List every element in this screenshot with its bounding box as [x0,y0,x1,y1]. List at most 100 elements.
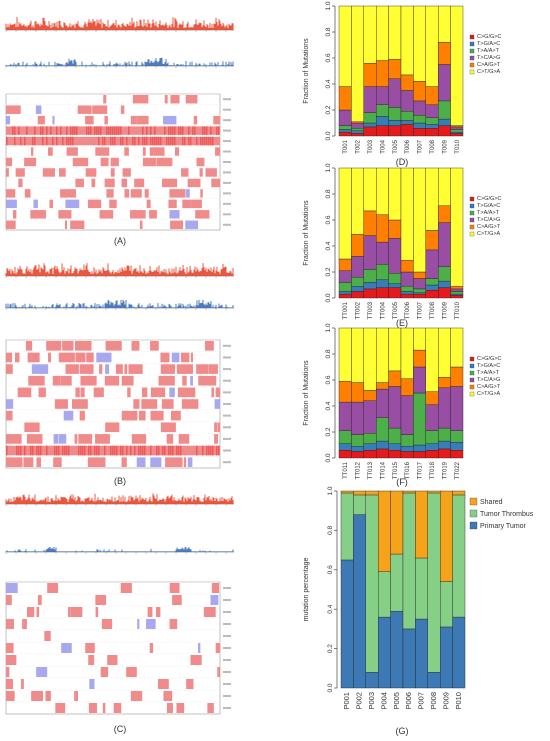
cnv-gain-segment [169,583,180,593]
cnv-gain-segment [26,126,28,135]
legend-label: Primary Tumor [480,523,527,530]
bar-segment [450,291,464,295]
cnv-gain-segment [110,126,112,135]
cnv-gain-segment [80,445,82,456]
bar-segment [437,387,451,429]
legend-label: C>A/G>T [477,224,501,230]
y-tick-label: 0.2 [325,267,332,276]
cnv-gain-segment [38,445,40,456]
legend-label: T>C/A>G [477,377,500,383]
row-label-mark [223,623,231,625]
bar-segment [425,443,439,451]
bar-segment [338,86,352,111]
cnv-gain-segment [202,126,204,135]
bar-segment [415,618,429,689]
cnv-gain-segment [127,387,131,398]
cnv-loss-segment [169,210,180,219]
cnv-gain-segment [20,136,22,146]
bar-segment [437,118,451,126]
cnv-gain-segment [206,126,208,135]
bar-segment [365,672,379,689]
bar-segment [388,78,402,108]
cnv-loss-segment [171,352,180,363]
cnv-gain-segment [98,136,100,146]
cnv-gain-segment [196,136,198,146]
cnv-gain-segment [12,126,14,135]
y-tick-label: 0.8 [325,349,332,358]
bar-segment [365,490,379,496]
cnv-gain-segment [139,220,143,229]
cnv-gain-segment [66,445,68,456]
cnv-gain-segment [164,445,166,456]
cnv-gain-segment [56,445,58,456]
cnv-gain-segment [156,445,158,456]
bar-segment [388,120,402,126]
cnv-gain-segment [92,105,108,114]
cnv-gain-segment [213,115,220,125]
cnv-gain-segment [196,445,198,456]
y-tick-label: 1.0 [325,1,332,10]
cnv-gain-segment [46,445,48,456]
cnv-gain-segment [130,189,142,198]
cnv-gain-segment [107,655,118,665]
bar-segment [351,256,365,278]
x-tick-label: TT009 [442,301,448,319]
cnv-gain-segment [18,126,20,135]
bar-segment [338,129,352,133]
cnv-gain-segment [42,126,44,135]
x-tick-label: TT012 [356,461,362,479]
cnv-gain-segment [120,126,122,135]
bar-segment [375,5,389,61]
bar-segment [363,449,377,459]
bar-segment [388,273,402,284]
legend-swatch [469,377,475,383]
cnv-gain-segment [180,445,182,456]
x-tick-label: TT005 [393,301,399,319]
cnv-gain-segment [115,364,123,374]
cnv-gain-segment [208,136,210,146]
cnv-gain-segment [164,126,166,135]
cnv-gain-segment [74,341,92,351]
bar-segment [413,114,427,124]
cnv-gain-segment [75,387,80,398]
bar-segment [400,378,414,396]
cnv-gain-segment [174,126,176,135]
cnv-gain-segment [212,136,214,146]
cnv-gain-segment [182,375,187,386]
cnv-gain-segment [141,387,148,398]
cnv-gain-segment [98,445,100,456]
bar-segment [413,444,427,452]
y-tick-label: 0.6 [327,565,334,574]
cnv-gain-segment [146,126,148,135]
bar-segment [425,86,439,105]
bar-segment [338,282,352,292]
row-label-mark [223,437,231,440]
cnv-gain-segment [176,445,178,456]
cnv-gain-segment [99,364,103,374]
cnv-gain-segment [218,126,220,135]
cnv-gain-segment [128,364,143,374]
cnv-gain-segment [210,445,212,456]
cnv-gain-segment [160,352,170,363]
cnv-gain-segment [158,445,160,456]
cnv-gain-segment [150,136,152,146]
x-tick-label: TT010 [455,301,461,319]
bar-segment [338,327,352,382]
row-label-mark [223,391,231,394]
bar-segment [437,222,451,267]
y-tick-label: 0.0 [327,683,334,692]
cnv-gain-segment [85,643,95,653]
cnv-gain-segment [112,136,114,146]
cnv-gain-segment [124,189,130,198]
cnv-gain-segment [75,178,84,188]
y-tick-label: 0.6 [325,215,332,224]
cnv-gain-segment [187,178,201,188]
cnv-gain-segment [162,178,178,188]
cnv-gain-segment [104,375,120,386]
bar-segment [375,263,389,280]
cnv-gain-segment [38,387,46,398]
bar-segment [363,433,377,444]
cnv-gain-segment [130,445,132,456]
bar-segment [439,626,453,689]
y-tick-label: 0.0 [325,131,332,140]
